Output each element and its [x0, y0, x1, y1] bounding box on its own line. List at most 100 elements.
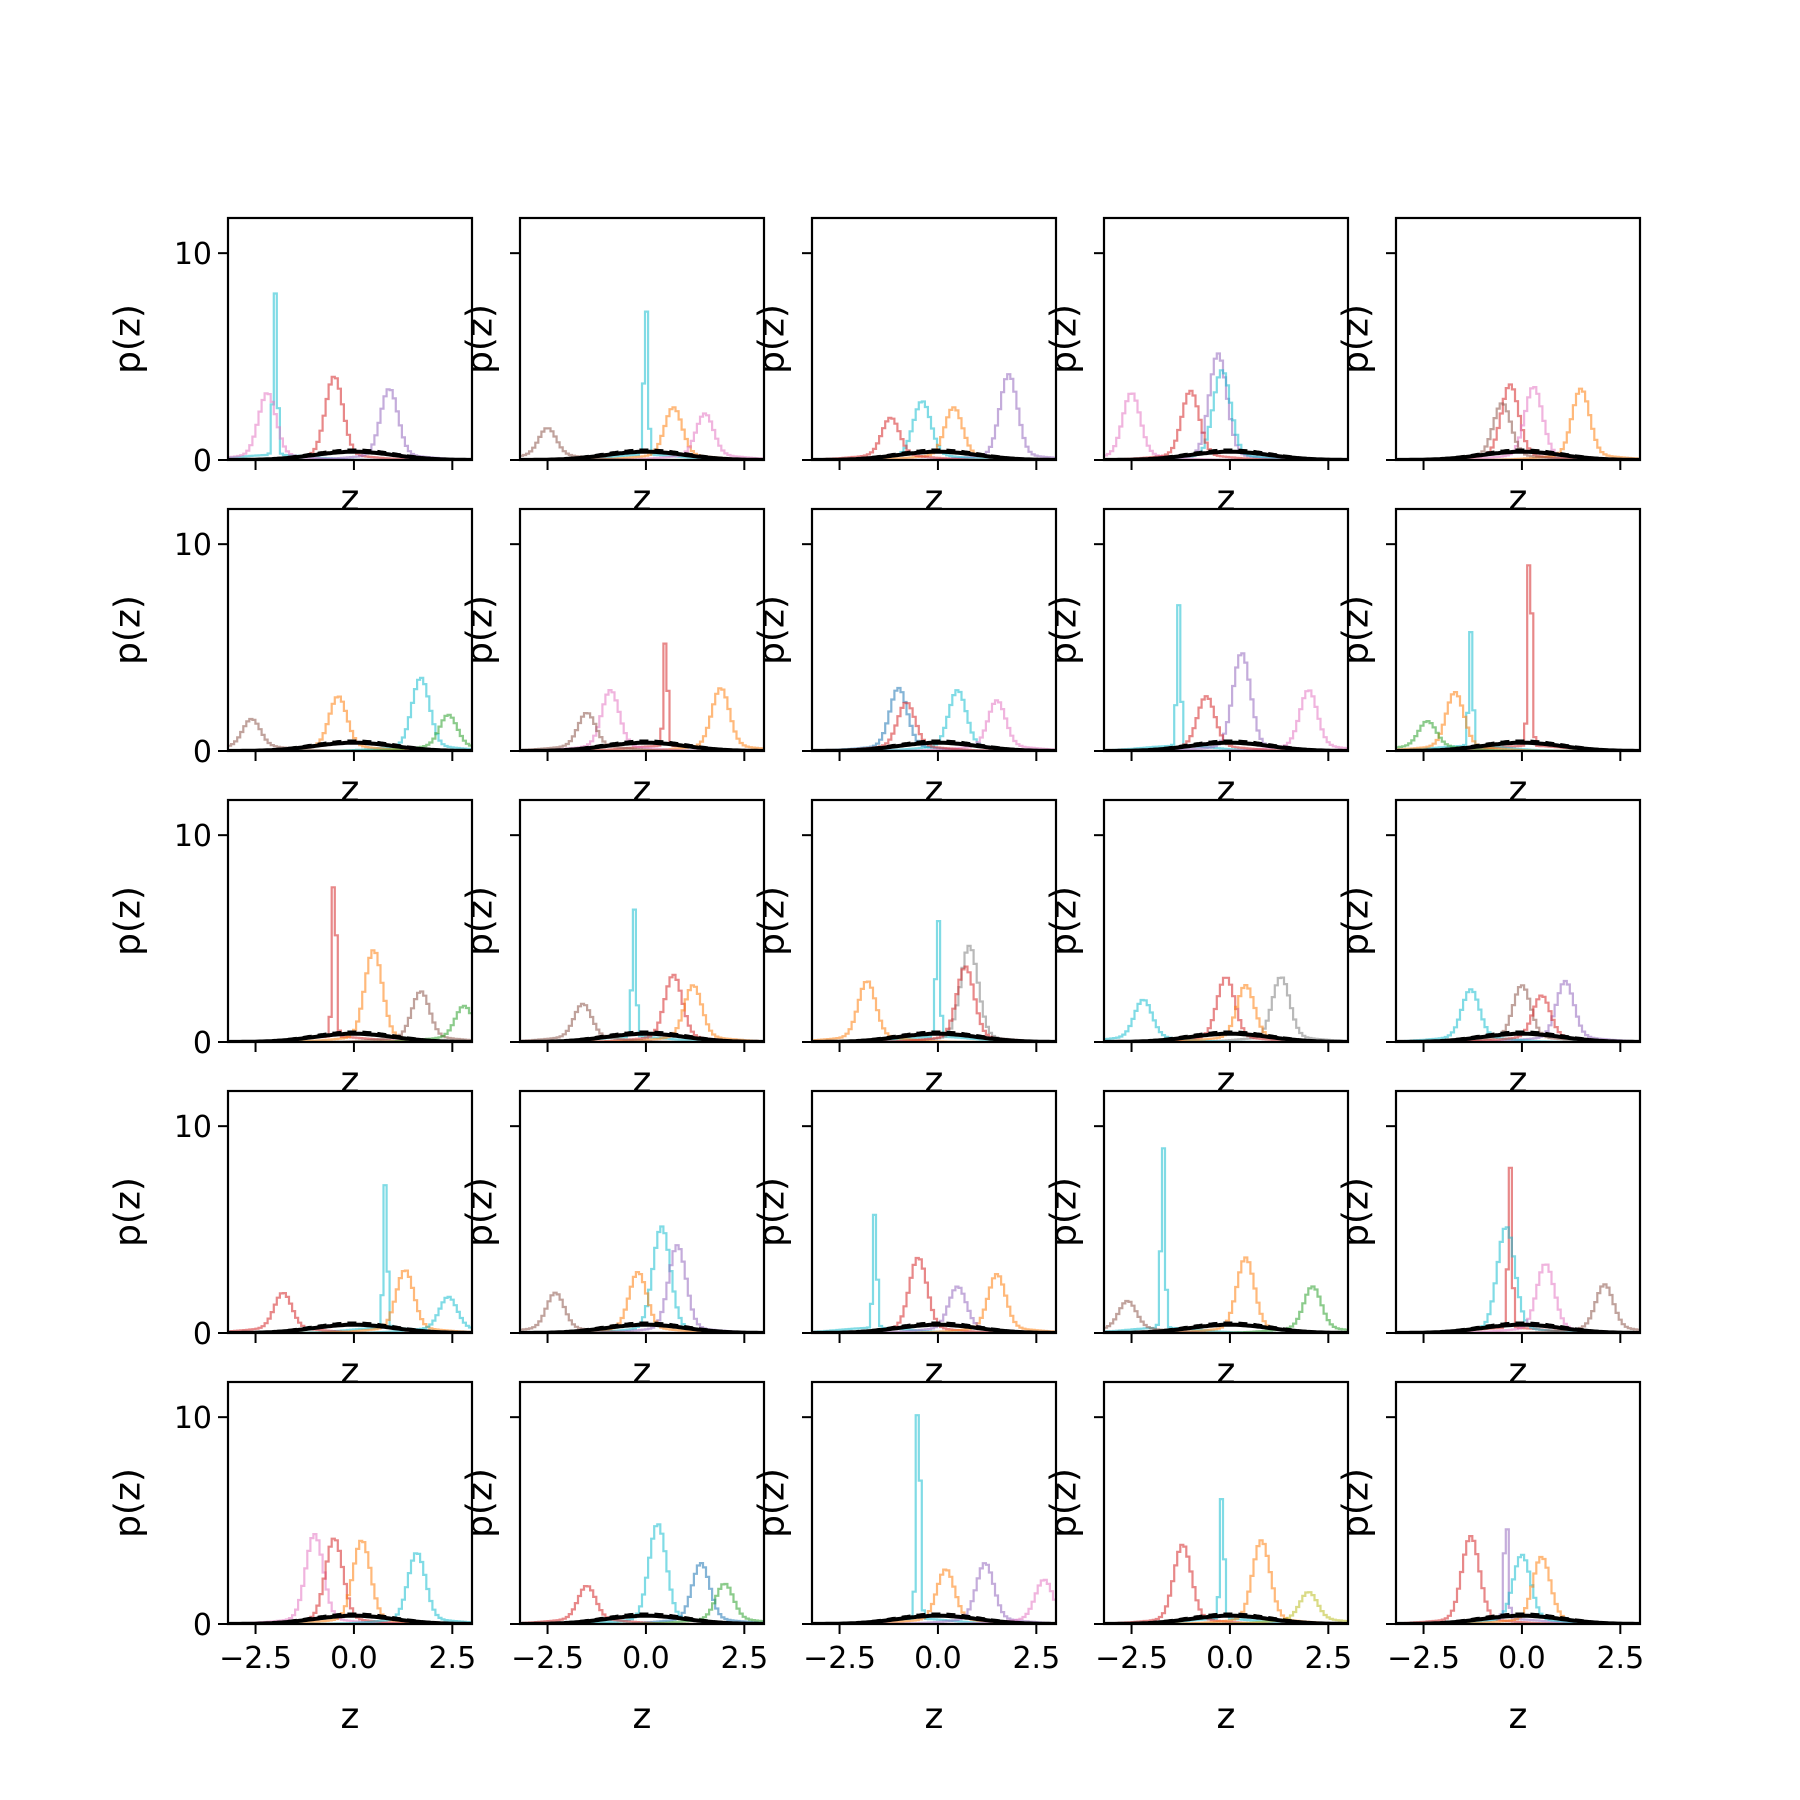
plot-area [812, 686, 1056, 751]
y-axis-label: p(z) [752, 595, 793, 665]
plot-area [1104, 976, 1348, 1042]
x-tick-label: −2.5 [803, 1641, 876, 1676]
reference-curve [1396, 1612, 1640, 1624]
y-axis-label: p(z) [108, 304, 149, 374]
y-axis-label: p(z) [460, 1177, 501, 1247]
plot-area [520, 1225, 764, 1333]
x-axis-label: z [925, 1696, 944, 1737]
series-line [1396, 1283, 1640, 1333]
series-line [228, 1269, 472, 1333]
x-axis-label: z [925, 1351, 944, 1392]
reference-curve [812, 739, 1056, 751]
plot-area [812, 920, 1056, 1042]
plot-area [520, 310, 764, 460]
reference-curve [1104, 1321, 1348, 1333]
axes-frame [226, 1089, 474, 1335]
x-axis-label: z [633, 769, 652, 810]
plot-area [1104, 604, 1348, 751]
axes-frame [1394, 1089, 1642, 1335]
y-tick-label: 10 [174, 819, 212, 854]
subplot: p(z) z [1336, 798, 1642, 1101]
plot-area [228, 676, 472, 751]
reference-curve [812, 1612, 1056, 1624]
y-tick-label: 0 [193, 735, 212, 770]
y-axis-label: p(z) [460, 304, 501, 374]
series-line [1104, 1147, 1348, 1333]
subplot: p(z) z [1044, 216, 1350, 519]
series-line [520, 1582, 764, 1624]
y-tick-label: 0 [193, 444, 212, 479]
plot-area [228, 292, 472, 460]
x-tick-label: 0.0 [1206, 1641, 1254, 1676]
reference-curve [228, 448, 472, 460]
plot-area [1396, 383, 1640, 460]
x-axis-label: z [1217, 1696, 1236, 1737]
y-tick-label: 10 [174, 1401, 212, 1436]
plot-area [812, 1414, 1056, 1624]
y-tick-label: 10 [174, 1110, 212, 1145]
x-axis-label: z [341, 1696, 360, 1737]
x-axis-label: z [341, 478, 360, 519]
series-line [228, 1295, 472, 1333]
axes-frame [810, 216, 1058, 462]
x-axis-label: z [1217, 1060, 1236, 1101]
reference-curve [1396, 1030, 1640, 1042]
series-line [1396, 1528, 1640, 1624]
reference-curve [520, 448, 764, 460]
x-axis-label: z [1217, 769, 1236, 810]
reference-curve [1396, 1321, 1640, 1333]
series-line [228, 886, 472, 1042]
y-axis-label: p(z) [752, 1177, 793, 1247]
x-tick-label: 0.0 [1498, 1641, 1546, 1676]
x-axis-label: z [633, 1696, 652, 1737]
y-axis-label: p(z) [1336, 1468, 1377, 1538]
series-line [1396, 1226, 1640, 1333]
x-tick-label: 0.0 [622, 1641, 670, 1676]
reference-curve [228, 739, 472, 751]
plot-area [1396, 979, 1640, 1042]
axes-frame [518, 216, 766, 462]
series-line [812, 373, 1056, 460]
axes-frame [226, 507, 474, 753]
subplot: p(z) z [752, 798, 1058, 1101]
series-line [520, 412, 764, 460]
axes-frame [226, 216, 474, 462]
y-axis-label: p(z) [1044, 304, 1085, 374]
reference-curve [1104, 1030, 1348, 1042]
reference-curve [1104, 1612, 1348, 1624]
x-tick-label: 2.5 [428, 1641, 476, 1676]
x-axis-label: z [1509, 769, 1528, 810]
x-tick-label: 2.5 [1596, 1641, 1644, 1676]
axes-frame [1394, 798, 1642, 1044]
subplot: p(z) z [1336, 507, 1642, 810]
plot-area [1104, 1147, 1348, 1333]
x-axis-label: z [925, 478, 944, 519]
axes-frame [518, 798, 766, 1044]
y-axis-label: p(z) [1044, 595, 1085, 665]
subplot: p(z) z [1336, 1089, 1642, 1392]
axes-frame [1102, 798, 1350, 1044]
reference-curve [812, 1321, 1056, 1333]
x-axis-label: z [341, 1060, 360, 1101]
plot-area [1396, 1528, 1640, 1624]
plot-area [520, 642, 764, 751]
x-tick-label: −2.5 [1095, 1641, 1168, 1676]
plot-area [1396, 564, 1640, 751]
reference-curve [812, 1030, 1056, 1042]
reference-curve [228, 1612, 472, 1624]
reference-curve [520, 739, 764, 751]
series-line [520, 1585, 764, 1624]
plot-area [228, 886, 472, 1042]
subplot: p(z) z [460, 216, 766, 519]
subplot: p(z) z [752, 216, 1058, 519]
plot-area [228, 1184, 472, 1333]
x-axis-label: z [1217, 478, 1236, 519]
y-axis-label: p(z) [752, 304, 793, 374]
reference-curve [520, 1612, 764, 1624]
series-line [228, 990, 472, 1042]
subplot: p(z) z [460, 1089, 766, 1392]
axes-frame [1394, 507, 1642, 753]
series-line [812, 920, 1056, 1042]
axes-frame [226, 798, 474, 1044]
series-line [520, 1562, 764, 1624]
